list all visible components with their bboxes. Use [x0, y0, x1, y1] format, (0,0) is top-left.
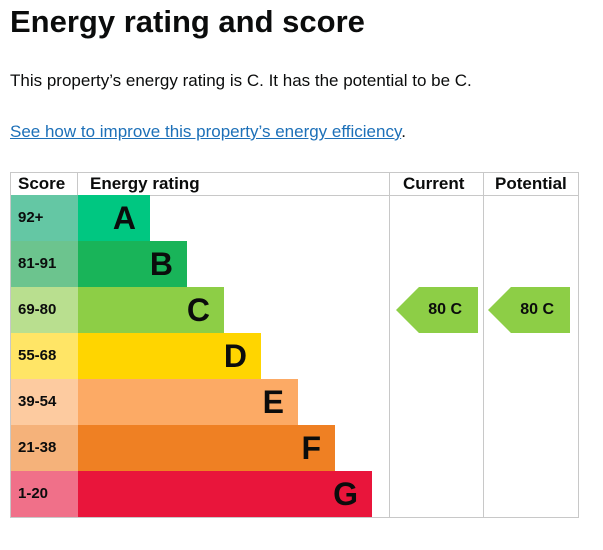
rating-row-b: 81-91 B [11, 241, 411, 287]
rating-bar-g: G [78, 471, 372, 517]
page-title: Energy rating and score [10, 4, 365, 39]
score-range: 69-80 [11, 287, 78, 333]
improve-efficiency-link[interactable]: See how to improve this property’s energ… [10, 122, 402, 141]
rating-row-g: 1-20 G [11, 471, 411, 517]
header-score: Score [18, 174, 66, 193]
potential-rating-arrow: 80 C [488, 287, 570, 333]
rating-row-d: 55-68 D [11, 333, 411, 379]
score-range: 92+ [11, 195, 78, 241]
link-suffix: . [401, 122, 406, 141]
rating-row-c: 69-80 C [11, 287, 411, 333]
rating-bar-d: D [78, 333, 261, 379]
rating-bar-c: C [78, 287, 224, 333]
header-energy-rating: Energy rating [90, 174, 200, 193]
score-range: 39-54 [11, 379, 78, 425]
score-range: 81-91 [11, 241, 78, 287]
improve-link-line: See how to improve this property’s energ… [10, 122, 406, 142]
energy-rating-table: Score Energy rating Current Potential 92… [10, 172, 579, 518]
rating-bar-a: A [78, 195, 150, 241]
rating-bar-f: F [78, 425, 335, 471]
header-potential: Potential [495, 174, 567, 193]
header-current: Current [403, 174, 465, 193]
rating-row-a: 92+ A [11, 195, 411, 241]
rating-bar-b: B [78, 241, 187, 287]
score-range: 1-20 [11, 471, 78, 517]
rating-summary: This property’s energy rating is C. It h… [10, 71, 472, 90]
rating-row-f: 21-38 F [11, 425, 411, 471]
score-range: 55-68 [11, 333, 78, 379]
rating-row-e: 39-54 E [11, 379, 411, 425]
rating-bar-e: E [78, 379, 298, 425]
score-range: 21-38 [11, 425, 78, 471]
